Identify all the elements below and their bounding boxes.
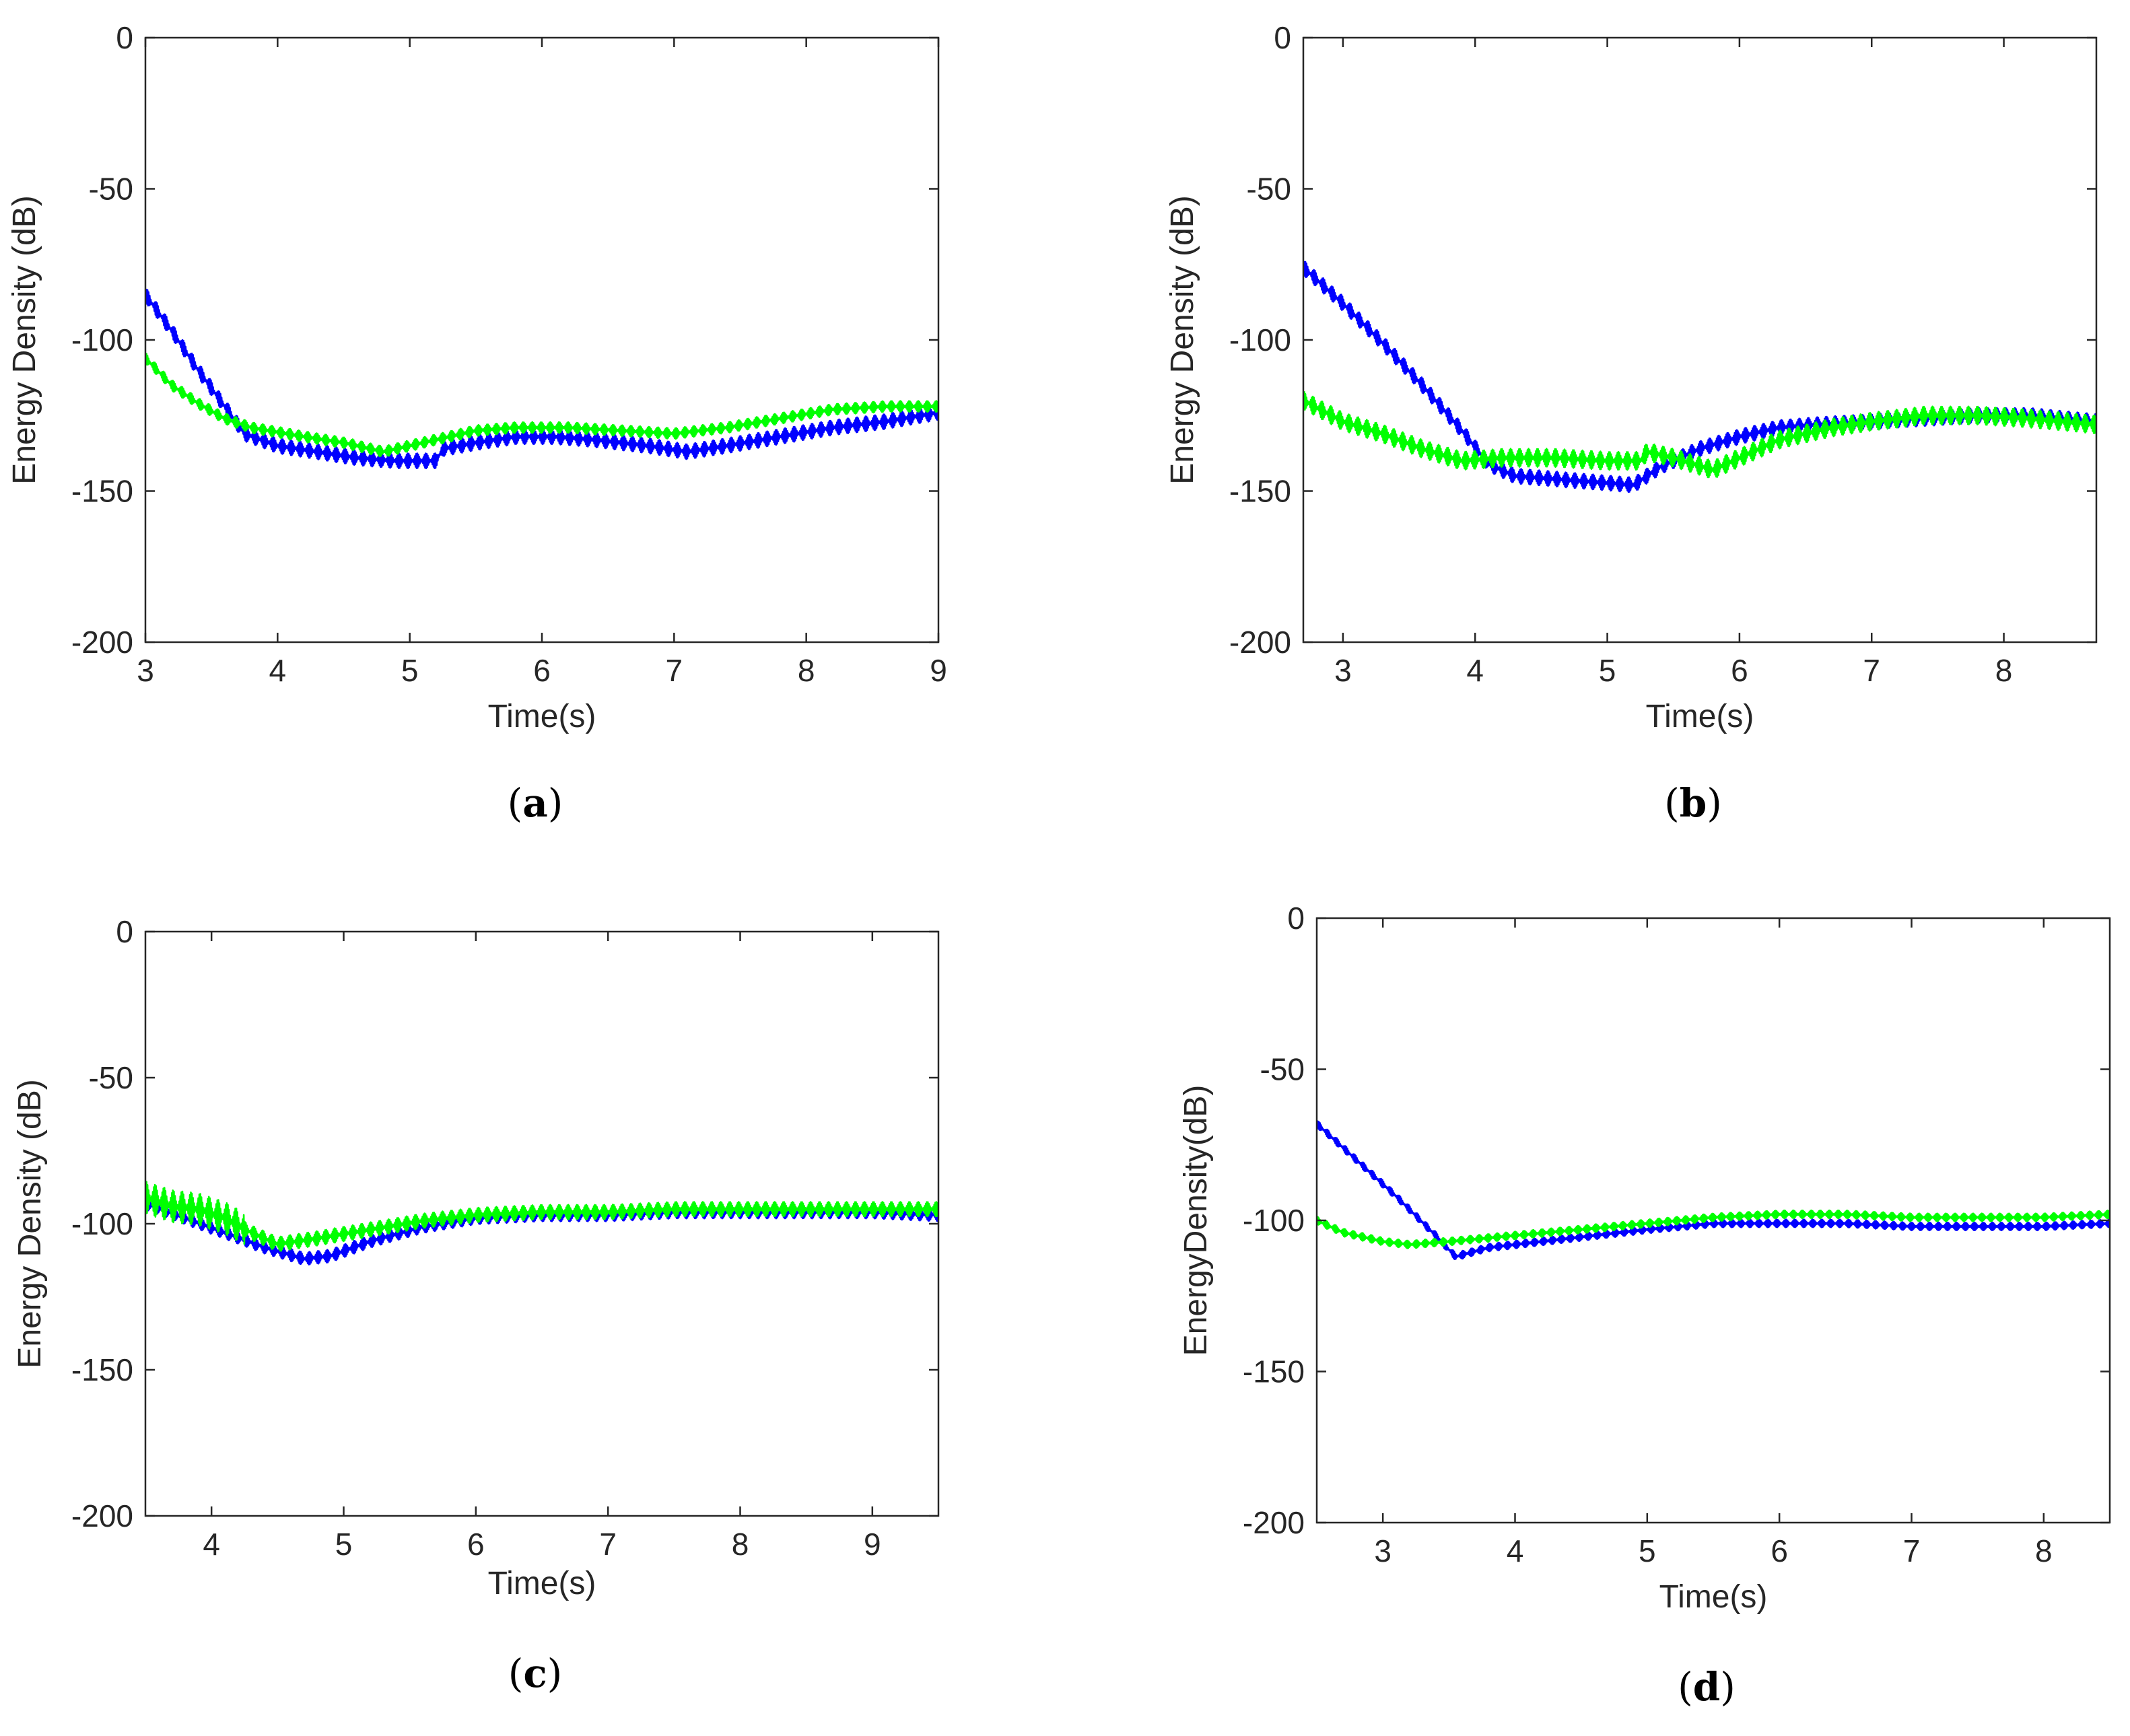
y-tick-label: -150 bbox=[71, 474, 133, 509]
y-tick-label: -100 bbox=[71, 1206, 133, 1241]
chart-panel-b: 3 4 5 6 7 8 0 -50 -100 -150 -200 Time(s) Energy Dens… bbox=[1165, 20, 2098, 826]
y-axis-label: Energy Density (dB) bbox=[7, 195, 42, 485]
x-tick-label: 3 bbox=[1374, 1533, 1392, 1568]
x-tick-label: 9 bbox=[930, 653, 947, 688]
chart-panel-d: 3 4 5 6 7 8 0 -50 -100 -150 -200 Time(s) EnergyDensi… bbox=[1178, 901, 2111, 1710]
x-tick-label: 4 bbox=[269, 653, 287, 688]
x-tick-label: 7 bbox=[1863, 653, 1880, 688]
x-tick-label: 7 bbox=[599, 1527, 617, 1562]
y-tick-label: -100 bbox=[1243, 1203, 1305, 1238]
x-tick-label: 6 bbox=[1771, 1533, 1788, 1568]
y-tick-label: -50 bbox=[1247, 172, 1291, 207]
series-line-green bbox=[1303, 390, 2096, 479]
y-tick-label: -200 bbox=[71, 625, 133, 660]
panel-caption-letter: b bbox=[1680, 780, 1707, 826]
panel-caption: (c) bbox=[508, 1651, 563, 1696]
axes-box bbox=[144, 930, 940, 1517]
x-tick-label: 7 bbox=[1903, 1533, 1921, 1568]
x-tick-label: 6 bbox=[467, 1527, 485, 1562]
x-tick-label: 5 bbox=[401, 653, 419, 688]
x-tick-label: 7 bbox=[666, 653, 683, 688]
axes-box bbox=[144, 36, 940, 644]
y-tick-label: 0 bbox=[116, 914, 133, 949]
x-tick-label: 3 bbox=[137, 653, 154, 688]
y-tick-label: 0 bbox=[1287, 901, 1305, 936]
x-axis-label: Time(s) bbox=[1646, 699, 1754, 734]
x-tick-label: 3 bbox=[1334, 653, 1352, 688]
panel-caption: (d) bbox=[1678, 1664, 1736, 1710]
x-tick-label: 6 bbox=[1731, 653, 1748, 688]
panel-caption-letter: c bbox=[523, 1651, 547, 1696]
y-tick-label: -150 bbox=[1229, 474, 1291, 509]
x-tick-label: 6 bbox=[533, 653, 551, 688]
x-tick-label: 5 bbox=[335, 1527, 353, 1562]
x-axis-label: Time(s) bbox=[488, 699, 596, 734]
y-tick-label: 0 bbox=[116, 20, 133, 55]
y-tick-label: -50 bbox=[89, 172, 133, 207]
x-tick-label: 4 bbox=[203, 1527, 220, 1562]
y-tick-label: -50 bbox=[1260, 1052, 1305, 1087]
panel-caption: (b) bbox=[1664, 780, 1722, 826]
y-tick-label: -50 bbox=[89, 1060, 133, 1095]
x-axis-label: Time(s) bbox=[1659, 1579, 1768, 1615]
chart-panel-a: 3 4 5 6 7 8 9 0 -50 -100 -150 -200 Time(s) Energy Den… bbox=[7, 20, 947, 826]
chart-panel-c: 4 5 6 7 8 9 0 -50 -100 -150 -200 Time(s) Energy Dens… bbox=[12, 914, 940, 1696]
x-tick-label: 5 bbox=[1639, 1533, 1656, 1568]
axes-box bbox=[1302, 36, 2098, 644]
x-tick-label: 8 bbox=[798, 653, 815, 688]
x-tick-label: 9 bbox=[864, 1527, 881, 1562]
panel-caption-letter: d bbox=[1693, 1664, 1721, 1710]
x-tick-label: 5 bbox=[1599, 653, 1616, 688]
series-line-blue bbox=[145, 288, 938, 470]
y-tick-label: -200 bbox=[1243, 1505, 1305, 1540]
series-line-green bbox=[145, 1181, 938, 1252]
x-tick-label: 8 bbox=[2035, 1533, 2053, 1568]
series-line-green bbox=[1317, 1209, 2110, 1249]
y-axis-label: Energy Density (dB) bbox=[1165, 195, 1200, 485]
x-tick-label: 8 bbox=[1995, 653, 2013, 688]
y-tick-label: -100 bbox=[1229, 322, 1291, 357]
y-tick-label: -100 bbox=[71, 322, 133, 357]
y-tick-label: -200 bbox=[1229, 625, 1291, 660]
y-tick-label: -200 bbox=[71, 1498, 133, 1533]
series-line-green bbox=[145, 353, 938, 458]
y-axis-label: Energy Density (dB) bbox=[12, 1079, 48, 1368]
panel-caption-letter: a bbox=[522, 780, 548, 826]
y-tick-label: 0 bbox=[1274, 20, 1291, 55]
x-tick-label: 8 bbox=[732, 1527, 749, 1562]
y-tick-label: -150 bbox=[71, 1352, 133, 1387]
x-tick-label: 4 bbox=[1466, 653, 1484, 688]
x-tick-label: 4 bbox=[1507, 1533, 1524, 1568]
panel-caption: (a) bbox=[508, 780, 563, 826]
y-axis-label: EnergyDensity(dB) bbox=[1178, 1085, 1214, 1356]
y-tick-label: -150 bbox=[1243, 1354, 1305, 1389]
x-axis-label: Time(s) bbox=[488, 1566, 596, 1601]
